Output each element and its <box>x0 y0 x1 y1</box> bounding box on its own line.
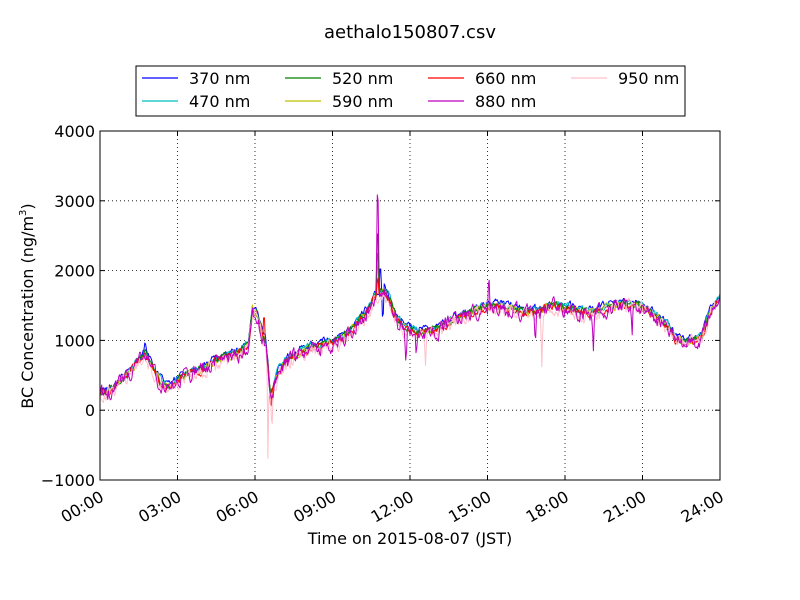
legend-label: 950 nm <box>618 69 679 88</box>
axis-ticks <box>99 130 721 481</box>
data-series <box>99 194 721 459</box>
legend-label: 880 nm <box>475 92 536 111</box>
x-axis-label: Time on 2015-08-07 (JST) <box>307 529 512 548</box>
grid-lines <box>100 131 720 480</box>
y-tick-label: −1000 <box>41 471 95 490</box>
legend-label: 520 nm <box>332 69 393 88</box>
y-tick-label: 0 <box>85 401 95 420</box>
y-axis-label: BC Concentration (ng/m3) <box>18 203 37 408</box>
x-axis-tick-labels: 00:00 03:00 06:00 09:00 12:00 15:00 18:00 21:00… <box>58 487 727 527</box>
legend-label: 470 nm <box>189 92 250 111</box>
y-tick-label: 3000 <box>54 192 95 211</box>
x-tick-label: 00:00 <box>58 487 107 527</box>
y-tick-label: 2000 <box>54 262 95 281</box>
x-tick-label: 06:00 <box>213 487 262 527</box>
y-axis-label-main: BC Concentration (ng/m <box>18 216 37 409</box>
x-tick-label: 12:00 <box>368 487 417 527</box>
y-axis-label-close: ) <box>18 203 37 209</box>
series-line-950-nm <box>99 292 721 459</box>
legend-label: 590 nm <box>332 92 393 111</box>
legend-box <box>135 65 686 117</box>
legend: 370 nm 470 nm 520 nm 590 nm 660 nm 880 nm 950 … <box>135 65 686 117</box>
legend-label: 660 nm <box>475 69 536 88</box>
series-line-880-nm <box>99 194 721 401</box>
y-axis-tick-labels: −1000 0 1000 2000 3000 4000 <box>41 122 95 490</box>
x-tick-label: 03:00 <box>135 487 184 527</box>
y-axis-label-superscript: 3 <box>18 210 29 216</box>
x-tick-label: 15:00 <box>445 487 494 527</box>
y-tick-label: 1000 <box>54 331 95 350</box>
x-tick-label: 18:00 <box>523 487 572 527</box>
x-tick-label: 09:00 <box>290 487 339 527</box>
legend-label: 370 nm <box>189 69 250 88</box>
y-tick-label: 4000 <box>54 122 95 141</box>
x-tick-label: 21:00 <box>600 487 649 527</box>
series-line-660-nm <box>99 278 721 407</box>
chart-title: aethalo150807.csv <box>324 22 496 43</box>
x-tick-label: 24:00 <box>678 487 727 527</box>
